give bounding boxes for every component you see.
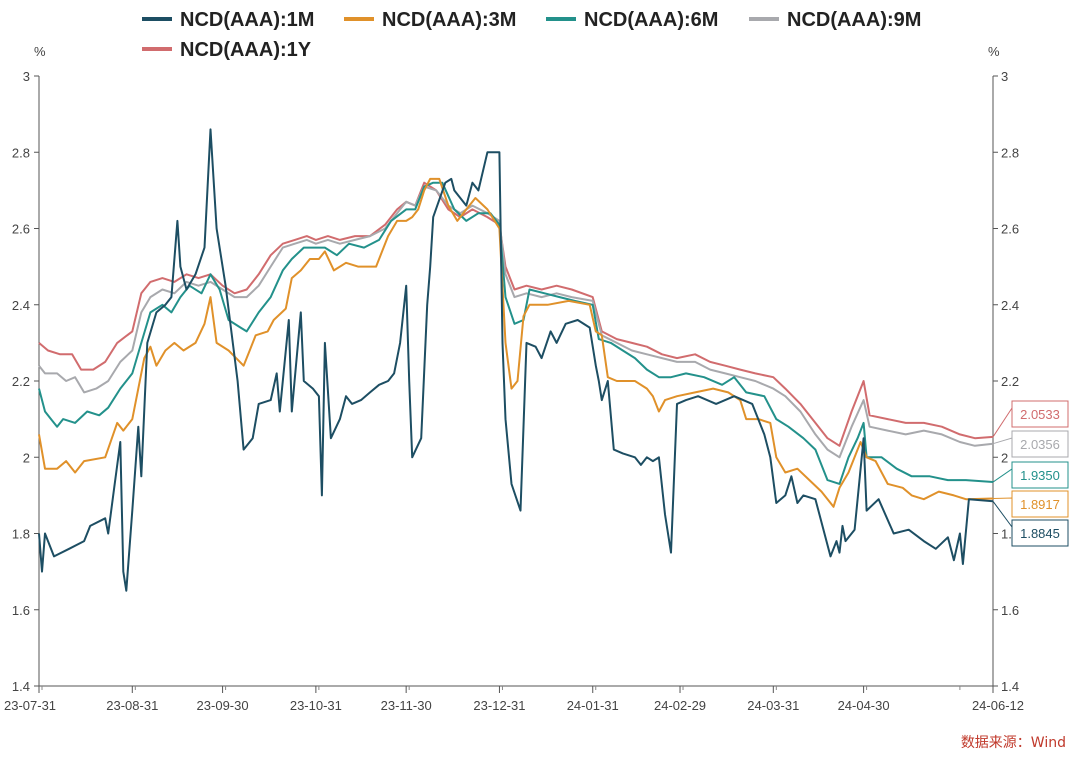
y-tick-label-left: 1.4	[12, 679, 30, 694]
legend-label: NCD(AAA):3M	[382, 9, 516, 31]
x-tick-label: 24-03-31	[747, 698, 799, 713]
end-label-box	[1011, 461, 1069, 489]
x-tick-label: 23-07-31	[4, 698, 56, 713]
y-unit-right: %	[988, 44, 1000, 59]
y-tick-label-right: 2.2	[1001, 374, 1019, 389]
end-label-pointer	[992, 406, 1013, 438]
x-tick-label: 24-02-29	[654, 698, 706, 713]
legend-label: NCD(AAA):6M	[584, 9, 718, 31]
series-line-ncd-aaa-6m	[38, 181, 994, 485]
series-line-ncd-aaa-1m	[38, 128, 994, 592]
end-label-value: 1.9350	[1020, 468, 1060, 483]
y-tick-label-left: 2.8	[12, 145, 30, 160]
end-label-value: 1.8845	[1020, 526, 1060, 541]
legend-label: NCD(AAA):1M	[180, 9, 314, 31]
x-tick-label: 24-01-31	[567, 698, 619, 713]
series-line-ncd-aaa-9m	[38, 185, 994, 459]
end-label-box	[1011, 519, 1069, 547]
y-tick-label-left: 2.4	[12, 298, 30, 313]
x-tick-label: 23-08-31	[106, 698, 158, 713]
legend-label: NCD(AAA):1Y	[180, 39, 312, 61]
legend: NCD(AAA):1M NCD(AAA):3M NCD(AAA):6M NCD(AAA…	[142, 9, 921, 61]
x-tick-label: 24-06-12	[972, 698, 1024, 713]
end-label-pointer	[992, 468, 1013, 483]
x-tick-label: 24-04-30	[838, 698, 890, 713]
series-line-ncd-aaa-3m	[38, 177, 994, 508]
y-tick-label-left: 2	[23, 450, 30, 465]
x-tick-label: 23-10-31	[290, 698, 342, 713]
legend-label: NCD(AAA):9M	[787, 9, 921, 31]
y-tick-label-right: 2.4	[1001, 298, 1019, 313]
y-tick-label-left: 3	[23, 69, 30, 84]
x-tick-label: 23-11-30	[381, 698, 432, 713]
end-label-value: 1.8917	[1020, 497, 1060, 512]
series-lines	[38, 128, 994, 592]
y-tick-label-right: 1.6	[1001, 603, 1019, 618]
end-label-value: 2.0533	[1020, 407, 1060, 422]
y-tick-label-right: 1.4	[1001, 679, 1019, 694]
end-label-box	[1011, 400, 1069, 428]
y-tick-label-right: 2.6	[1001, 222, 1019, 237]
data-source-note: 数据来源：Wind	[960, 735, 1066, 751]
y-tick-label-right: 2	[1001, 450, 1008, 465]
end-label-box	[1011, 490, 1069, 518]
end-label-pointer	[992, 437, 1013, 450]
y-tick-label-left: 2.6	[12, 222, 30, 237]
x-tick-label: 23-12-31	[473, 698, 525, 713]
end-label-value: 2.0356	[1020, 437, 1060, 452]
y-tick-label-right: 2.8	[1001, 145, 1019, 160]
y-tick-label-left: 2.2	[12, 374, 30, 389]
y-tick-label-left: 1.6	[12, 603, 30, 618]
y-tick-label-right: 3	[1001, 69, 1008, 84]
end-value-labels: 1.8845 1.8917 1.9350 2.0356 2.0533	[992, 400, 1069, 547]
x-tick-label: 23-09-30	[197, 698, 249, 713]
end-label-pointer	[992, 497, 1013, 510]
y-unit-left: %	[34, 44, 46, 59]
axes: 1.4 1.41.6 1.61.8 1.82 22.2 2.22.4 2.42.6 2.62.…	[4, 69, 1024, 713]
end-label-box	[1011, 430, 1069, 458]
y-tick-label-left: 1.8	[12, 527, 30, 542]
series-line-ncd-aaa-1y	[38, 181, 994, 447]
